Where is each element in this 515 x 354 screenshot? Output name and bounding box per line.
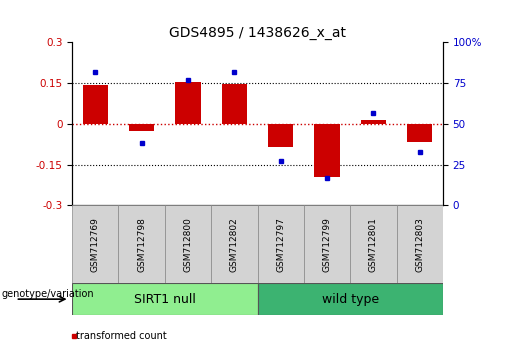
Text: GSM712769: GSM712769 bbox=[91, 217, 100, 272]
FancyBboxPatch shape bbox=[350, 205, 397, 283]
FancyBboxPatch shape bbox=[165, 205, 211, 283]
Text: GSM712800: GSM712800 bbox=[183, 217, 193, 272]
Bar bbox=[314, 124, 340, 177]
Bar bbox=[407, 124, 433, 142]
Title: GDS4895 / 1438626_x_at: GDS4895 / 1438626_x_at bbox=[169, 26, 346, 40]
Text: GSM712802: GSM712802 bbox=[230, 217, 239, 272]
Text: SIRT1 null: SIRT1 null bbox=[134, 293, 196, 306]
FancyBboxPatch shape bbox=[211, 205, 258, 283]
Text: GSM712797: GSM712797 bbox=[276, 217, 285, 272]
FancyBboxPatch shape bbox=[118, 205, 165, 283]
Text: GSM712799: GSM712799 bbox=[322, 217, 332, 272]
FancyBboxPatch shape bbox=[304, 205, 350, 283]
Text: transformed count: transformed count bbox=[76, 331, 167, 341]
FancyBboxPatch shape bbox=[72, 283, 258, 315]
Bar bbox=[221, 84, 247, 124]
Text: GSM712801: GSM712801 bbox=[369, 217, 378, 272]
Text: wild type: wild type bbox=[322, 293, 379, 306]
FancyBboxPatch shape bbox=[258, 205, 304, 283]
FancyBboxPatch shape bbox=[72, 205, 118, 283]
Text: genotype/variation: genotype/variation bbox=[2, 289, 94, 299]
Bar bbox=[72, 334, 76, 338]
Text: GSM712803: GSM712803 bbox=[415, 217, 424, 272]
Text: GSM712798: GSM712798 bbox=[137, 217, 146, 272]
Bar bbox=[129, 124, 154, 131]
Bar bbox=[268, 124, 294, 147]
FancyBboxPatch shape bbox=[397, 205, 443, 283]
FancyBboxPatch shape bbox=[258, 283, 443, 315]
Bar bbox=[82, 85, 108, 124]
Bar bbox=[175, 82, 201, 124]
Bar bbox=[360, 120, 386, 124]
